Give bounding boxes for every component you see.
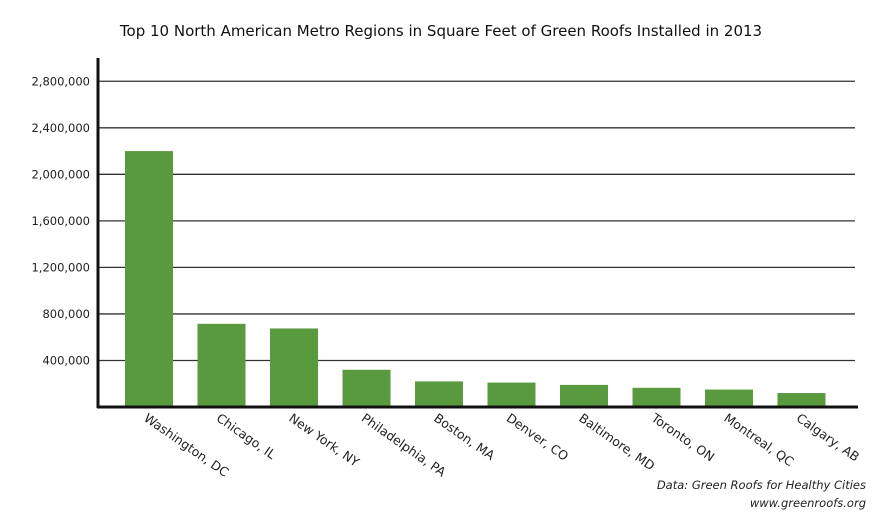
source-url: www.greenroofs.org xyxy=(750,496,866,510)
y-tick-label: 800,000 xyxy=(42,307,90,321)
x-tick-label: Chicago, IL xyxy=(214,410,279,462)
chart-title: Top 10 North American Metro Regions in S… xyxy=(119,22,762,40)
x-tick-label: Montreal, QC xyxy=(721,410,797,469)
bar xyxy=(415,381,463,407)
y-tick-label: 2,000,000 xyxy=(31,167,90,181)
y-tick-label: 1,600,000 xyxy=(31,214,90,228)
bar xyxy=(560,384,608,407)
bar xyxy=(125,151,173,407)
y-tick-label: 2,400,000 xyxy=(31,121,90,135)
x-tick-label: Denver, CO xyxy=(504,410,572,464)
bar xyxy=(342,369,391,407)
x-tick-label: Baltimore, MD xyxy=(576,410,657,473)
bar xyxy=(197,323,246,407)
y-tick-label: 400,000 xyxy=(42,353,90,367)
bar xyxy=(777,393,826,407)
source-credit: Data: Green Roofs for Healthy Cities xyxy=(657,478,866,492)
x-tick-label: New York, NY xyxy=(286,410,362,470)
x-tick-label: Calgary, AB xyxy=(794,410,862,464)
bar xyxy=(487,382,536,407)
x-tick-label: Boston, MA xyxy=(431,410,498,463)
bar xyxy=(632,387,681,407)
y-tick-label: 1,200,000 xyxy=(31,260,90,274)
bar xyxy=(270,328,318,407)
y-tick-label: 2,800,000 xyxy=(31,74,90,88)
x-tick-label: Toronto, ON xyxy=(648,410,717,465)
bar xyxy=(705,389,753,407)
